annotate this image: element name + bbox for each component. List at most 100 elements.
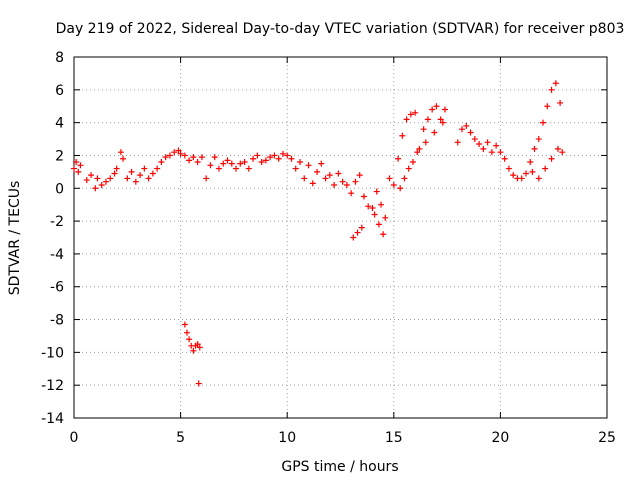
data-point (198, 154, 205, 161)
y-tick-label: 0 (55, 181, 64, 197)
data-point (348, 190, 355, 197)
data-point (75, 168, 82, 175)
y-tick-label: 6 (55, 83, 64, 99)
data-point (405, 165, 412, 172)
data-point (412, 109, 419, 116)
data-point (120, 155, 127, 162)
y-tick-label: 2 (55, 148, 64, 164)
data-point (360, 193, 367, 200)
data-point (271, 152, 278, 159)
data-point (540, 119, 547, 126)
data-point (171, 149, 178, 156)
data-point (250, 155, 257, 162)
x-tick-label: 0 (70, 430, 79, 446)
y-axis-label: SDTVAR / TECUs (7, 181, 23, 296)
data-point (194, 341, 201, 348)
data-point (407, 111, 414, 118)
data-point (220, 160, 227, 167)
x-tick-label: 25 (598, 430, 616, 446)
data-point (501, 155, 508, 162)
axes: 0 5 10 15 20 25 -14 -12 -10 -8 -6 -4 -2 0 2 4 6 8 (41, 50, 616, 446)
data-point (288, 155, 295, 162)
data-point (190, 347, 197, 354)
data-point (454, 139, 461, 146)
data-point (117, 149, 124, 156)
data-point (552, 80, 559, 87)
y-tick-label: -10 (41, 345, 64, 361)
data-point (535, 136, 542, 143)
data-point (137, 172, 144, 179)
data-point (111, 170, 118, 177)
data-point (203, 175, 210, 182)
data-point (279, 150, 286, 157)
data-point (395, 155, 402, 162)
data-point (267, 154, 274, 161)
data-point (284, 152, 291, 159)
data-point (365, 203, 372, 210)
data-point (83, 177, 90, 184)
x-tick-label: 15 (385, 430, 403, 446)
y-tick-label: -2 (50, 214, 64, 230)
data-point (373, 188, 380, 195)
x-tick-label: 10 (278, 430, 296, 446)
data-point (380, 231, 387, 238)
data-point (233, 165, 240, 172)
data-point (275, 155, 282, 162)
data-point (378, 201, 385, 208)
y-tick-label: -14 (41, 411, 64, 427)
data-point (531, 145, 538, 152)
data-point (301, 175, 308, 182)
data-point (390, 181, 397, 188)
data-point (186, 157, 193, 164)
chart-title: Day 219 of 2022, Sidereal Day-to-day VTE… (56, 21, 625, 37)
data-point (414, 149, 421, 156)
y-tick-label: 4 (55, 116, 64, 132)
data-point (480, 145, 487, 152)
data-point (183, 329, 190, 336)
data-point (409, 159, 416, 166)
data-point (518, 175, 525, 182)
data-point (162, 154, 169, 161)
data-point (439, 119, 446, 126)
data-point (422, 139, 429, 146)
data-point (350, 234, 357, 241)
data-point (113, 165, 120, 172)
data-point (542, 165, 549, 172)
data-point (463, 122, 470, 129)
data-point (141, 165, 148, 172)
data-point (354, 229, 361, 236)
data-point (175, 147, 182, 154)
data-point (305, 162, 312, 169)
data-point (158, 159, 165, 166)
data-point (241, 159, 248, 166)
data-point (557, 99, 564, 106)
x-tick-label: 20 (491, 430, 509, 446)
data-point (382, 214, 389, 221)
data-point (228, 160, 235, 167)
data-point (177, 150, 184, 157)
grid-lines (74, 57, 607, 418)
data-point (149, 170, 156, 177)
data-point (107, 175, 114, 182)
y-tick-label: 8 (55, 50, 64, 66)
y-tick-label: -12 (41, 378, 64, 394)
data-point (403, 116, 410, 123)
data-point (371, 211, 378, 218)
data-point (154, 165, 161, 172)
data-point (128, 168, 135, 175)
data-point (124, 175, 131, 182)
data-point (510, 172, 517, 179)
data-point (292, 165, 299, 172)
data-point (356, 172, 363, 179)
data-point (343, 181, 350, 188)
x-tick-label: 5 (176, 430, 185, 446)
data-point (431, 129, 438, 136)
data-point (190, 154, 197, 161)
data-point (488, 149, 495, 156)
data-point (98, 181, 105, 188)
data-point (258, 159, 265, 166)
data-point (339, 178, 346, 185)
y-tick-label: -6 (50, 280, 64, 296)
y-tick-label: -8 (50, 313, 64, 329)
data-point (554, 145, 561, 152)
